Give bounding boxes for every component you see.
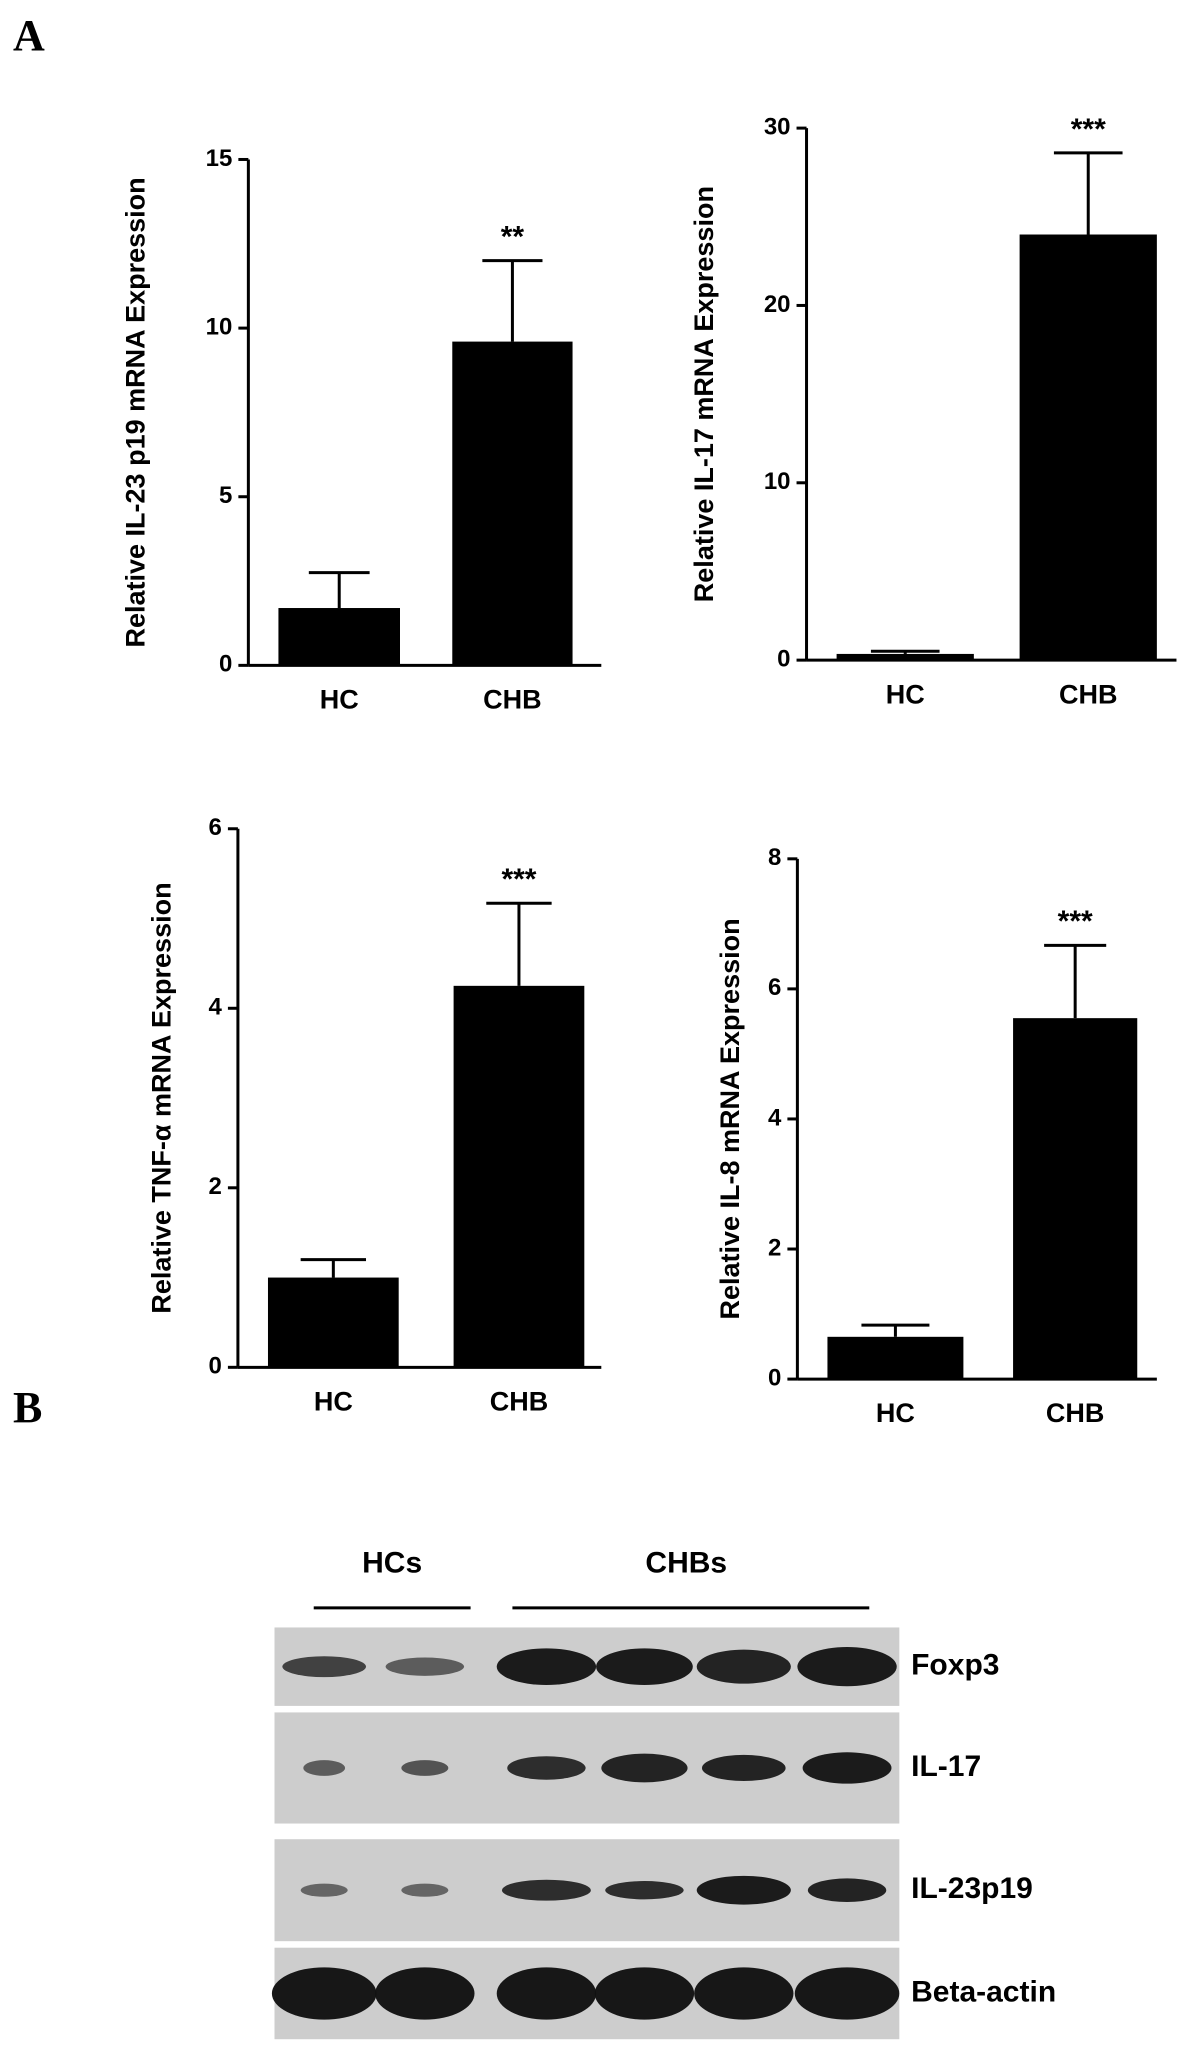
- blot-band: [797, 1647, 897, 1687]
- y-tick-label: 4: [768, 1104, 782, 1131]
- blot-row-label: IL-17: [911, 1750, 981, 1783]
- bar: [827, 1336, 964, 1380]
- y-axis-label: Relative IL-17 mRNA Expression: [689, 186, 719, 602]
- blot-band: [507, 1756, 586, 1780]
- bar: [453, 985, 585, 1368]
- y-tick-label: 20: [764, 291, 791, 318]
- y-tick-label: 0: [219, 651, 232, 678]
- bar: [452, 341, 573, 666]
- blot-band: [271, 1967, 377, 2020]
- y-tick-label: 2: [768, 1234, 781, 1261]
- blot-band: [807, 1878, 887, 1902]
- y-tick-label: 8: [768, 844, 781, 871]
- panel-label: B: [13, 1383, 42, 1432]
- significance: ***: [1058, 905, 1093, 938]
- blot-band: [300, 1883, 348, 1897]
- error-bar: [308, 571, 370, 609]
- x-tick-label: HC: [320, 684, 359, 714]
- bar: [1019, 234, 1157, 661]
- significance: **: [501, 221, 525, 254]
- y-tick-label: 6: [209, 814, 222, 841]
- bar: [1013, 1018, 1138, 1380]
- blot-strip: [274, 1712, 900, 1824]
- blot-band: [501, 1879, 591, 1901]
- y-tick-label: 15: [206, 145, 233, 172]
- blot-band: [401, 1760, 449, 1776]
- blot-band: [601, 1753, 688, 1783]
- blot-band: [401, 1883, 449, 1897]
- blot-group-label: HCs: [362, 1547, 422, 1580]
- blot-band: [696, 1649, 791, 1684]
- blot-row-label: Foxp3: [911, 1649, 999, 1682]
- error-bar: [486, 901, 552, 986]
- blot-row-label: Beta-actin: [911, 1975, 1056, 2008]
- blot-band: [696, 1875, 791, 1905]
- x-tick-label: HC: [876, 1398, 915, 1428]
- y-axis-label: Relative TNF-α mRNA Expression: [147, 882, 177, 1313]
- bar: [278, 608, 400, 666]
- y-axis-label: Relative IL-8 mRNA Expression: [715, 918, 745, 1319]
- y-tick-label: 0: [777, 645, 790, 672]
- blot-band: [594, 1967, 695, 2020]
- y-tick-label: 0: [768, 1364, 781, 1391]
- x-tick-label: HC: [886, 679, 925, 709]
- x-tick-label: CHB: [483, 684, 542, 714]
- y-tick-label: 0: [209, 1353, 222, 1380]
- error-bar: [300, 1258, 367, 1278]
- y-tick-label: 30: [764, 113, 791, 140]
- y-tick-label: 6: [768, 974, 781, 1001]
- x-tick-label: CHB: [490, 1386, 549, 1416]
- blot-band: [794, 1967, 900, 2020]
- blot-band: [303, 1760, 346, 1776]
- y-tick-label: 4: [209, 994, 223, 1021]
- bar: [267, 1277, 399, 1368]
- x-tick-label: CHB: [1059, 679, 1118, 709]
- y-tick-label: 10: [206, 313, 233, 340]
- error-bar: [1044, 943, 1107, 1019]
- error-bar: [1053, 151, 1123, 235]
- blot-band: [802, 1752, 892, 1784]
- blot-band: [694, 1967, 794, 2020]
- significance: ***: [1071, 113, 1106, 146]
- blot-band: [496, 1648, 597, 1685]
- y-tick-label: 10: [764, 468, 791, 495]
- blot-band: [375, 1967, 475, 2020]
- blot-group-label: CHBs: [645, 1547, 727, 1580]
- blot-band: [282, 1656, 367, 1678]
- panel-label: A: [13, 11, 45, 60]
- blot-band: [605, 1881, 684, 1900]
- error-bar: [870, 649, 940, 654]
- blot-band: [701, 1754, 786, 1782]
- x-tick-label: CHB: [1046, 1398, 1105, 1428]
- error-bar: [482, 259, 543, 342]
- error-bar: [861, 1323, 930, 1337]
- x-tick-label: HC: [314, 1386, 353, 1416]
- y-tick-label: 2: [209, 1173, 222, 1200]
- y-tick-label: 5: [219, 482, 232, 509]
- blot-band: [385, 1657, 465, 1676]
- bar: [836, 653, 974, 661]
- y-axis-label: Relative IL-23 p19 mRNA Expression: [120, 177, 150, 647]
- blot-band: [496, 1967, 597, 2020]
- significance: ***: [501, 863, 536, 896]
- blot-band: [596, 1648, 693, 1685]
- blot-row-label: IL-23p19: [911, 1872, 1033, 1905]
